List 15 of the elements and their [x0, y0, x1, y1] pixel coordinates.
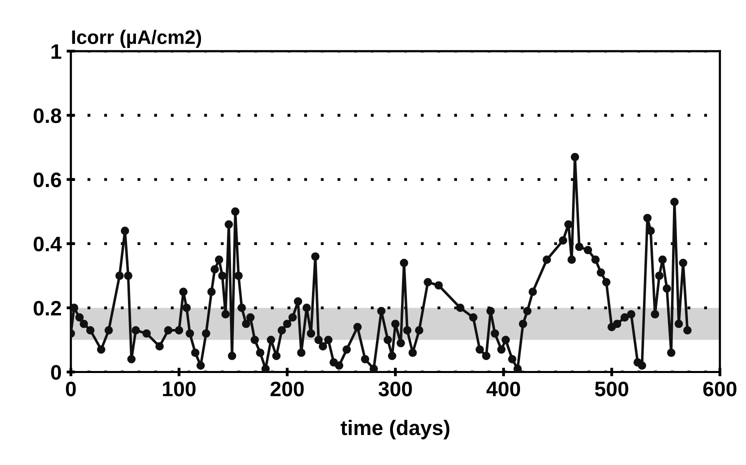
y-tick-label: 0.6 [34, 172, 62, 188]
y-tick-label: 0 [51, 365, 61, 380]
x-axis-title: time (days) [340, 420, 450, 440]
x-tick-label: 300 [378, 382, 412, 396]
y-axis-title: Icorr (µA/cm2) [72, 30, 202, 48]
x-tick-label: 500 [594, 382, 628, 396]
y-tick-label: 0.8 [34, 108, 62, 124]
x-tick-label: 100 [162, 382, 196, 396]
y-tick-label: 1 [52, 44, 62, 59]
x-tick-label: 600 [703, 382, 736, 396]
y-tick-label: 0.2 [34, 300, 62, 316]
y-tick-label: 0.4 [34, 236, 62, 252]
x-tick-label: 0 [66, 382, 76, 396]
x-tick-label: 200 [270, 382, 304, 396]
x-tick-label: 400 [486, 382, 520, 396]
